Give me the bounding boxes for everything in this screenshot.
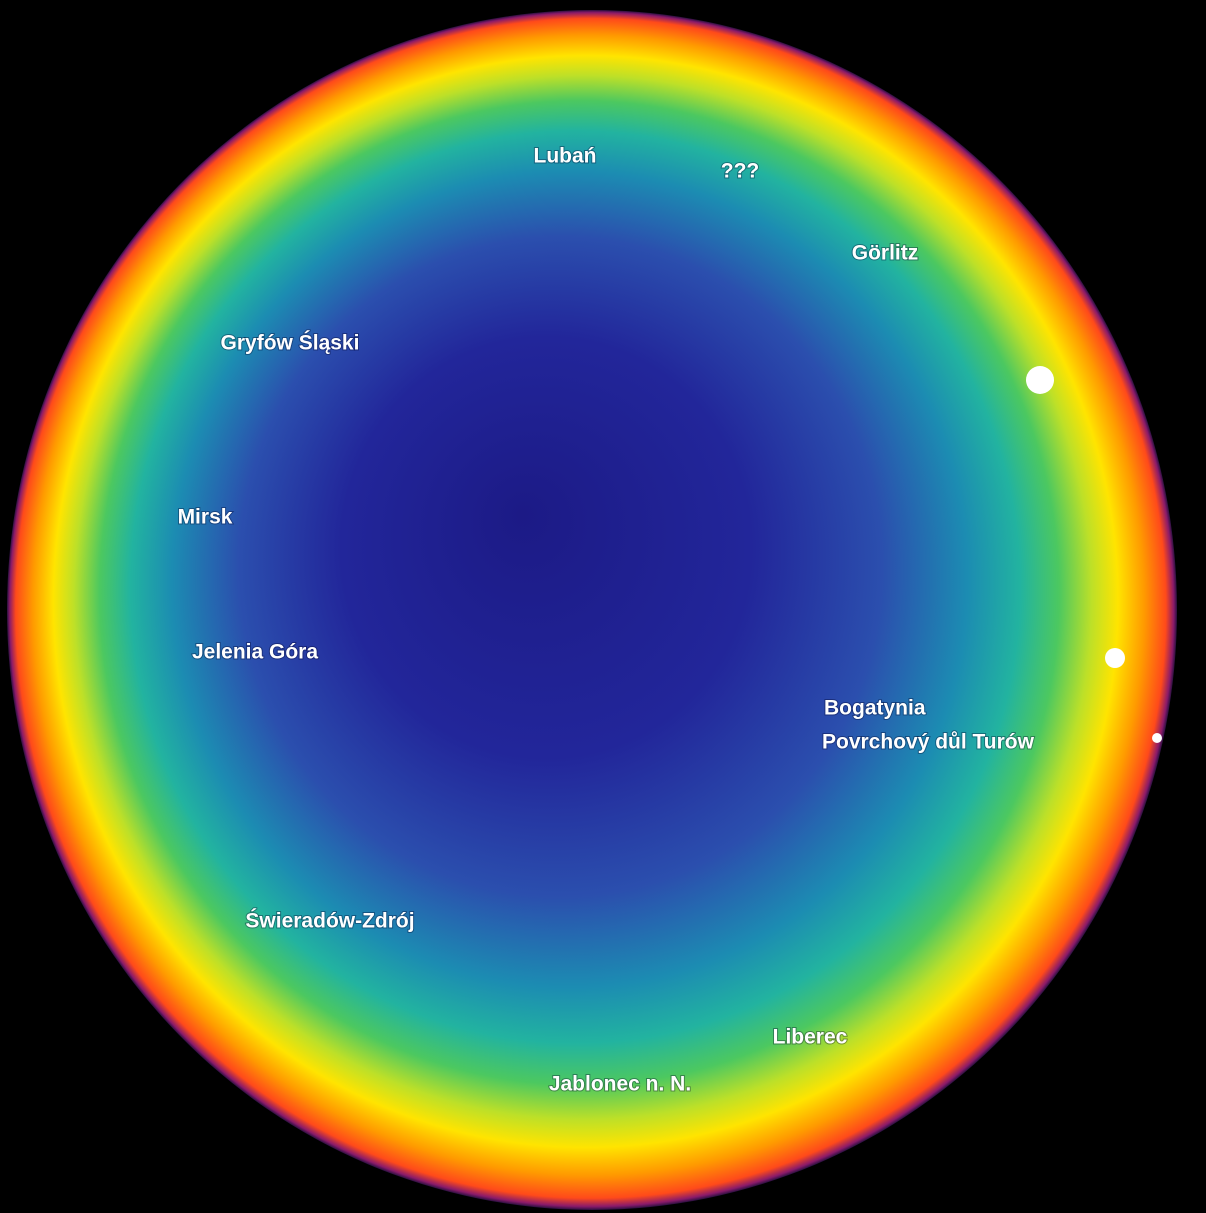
place-label: Bogatynia <box>824 697 926 720</box>
place-label: Jablonec n. N. <box>549 1073 691 1096</box>
place-label: Liberec <box>773 1026 848 1049</box>
place-label: ??? <box>721 160 759 183</box>
place-label: Görlitz <box>852 242 919 265</box>
bright-light <box>1105 648 1125 668</box>
place-label: Povrchový důl Turów <box>822 731 1035 754</box>
bright-light <box>1026 366 1054 394</box>
place-label: Gryfów Śląski <box>221 331 360 355</box>
sky-dome <box>7 10 1177 1210</box>
all-sky-image: Lubań ??? Görlitz Gryfów Śląski Mirsk Je… <box>0 0 1206 1213</box>
page: Lubań ??? Görlitz Gryfów Śląski Mirsk Je… <box>0 0 1206 1213</box>
place-label: Jelenia Góra <box>192 641 318 664</box>
place-label: Świeradów-Zdrój <box>245 909 414 933</box>
bright-light <box>1152 733 1162 743</box>
place-label: Mirsk <box>178 506 233 529</box>
place-label: Lubań <box>534 145 597 168</box>
